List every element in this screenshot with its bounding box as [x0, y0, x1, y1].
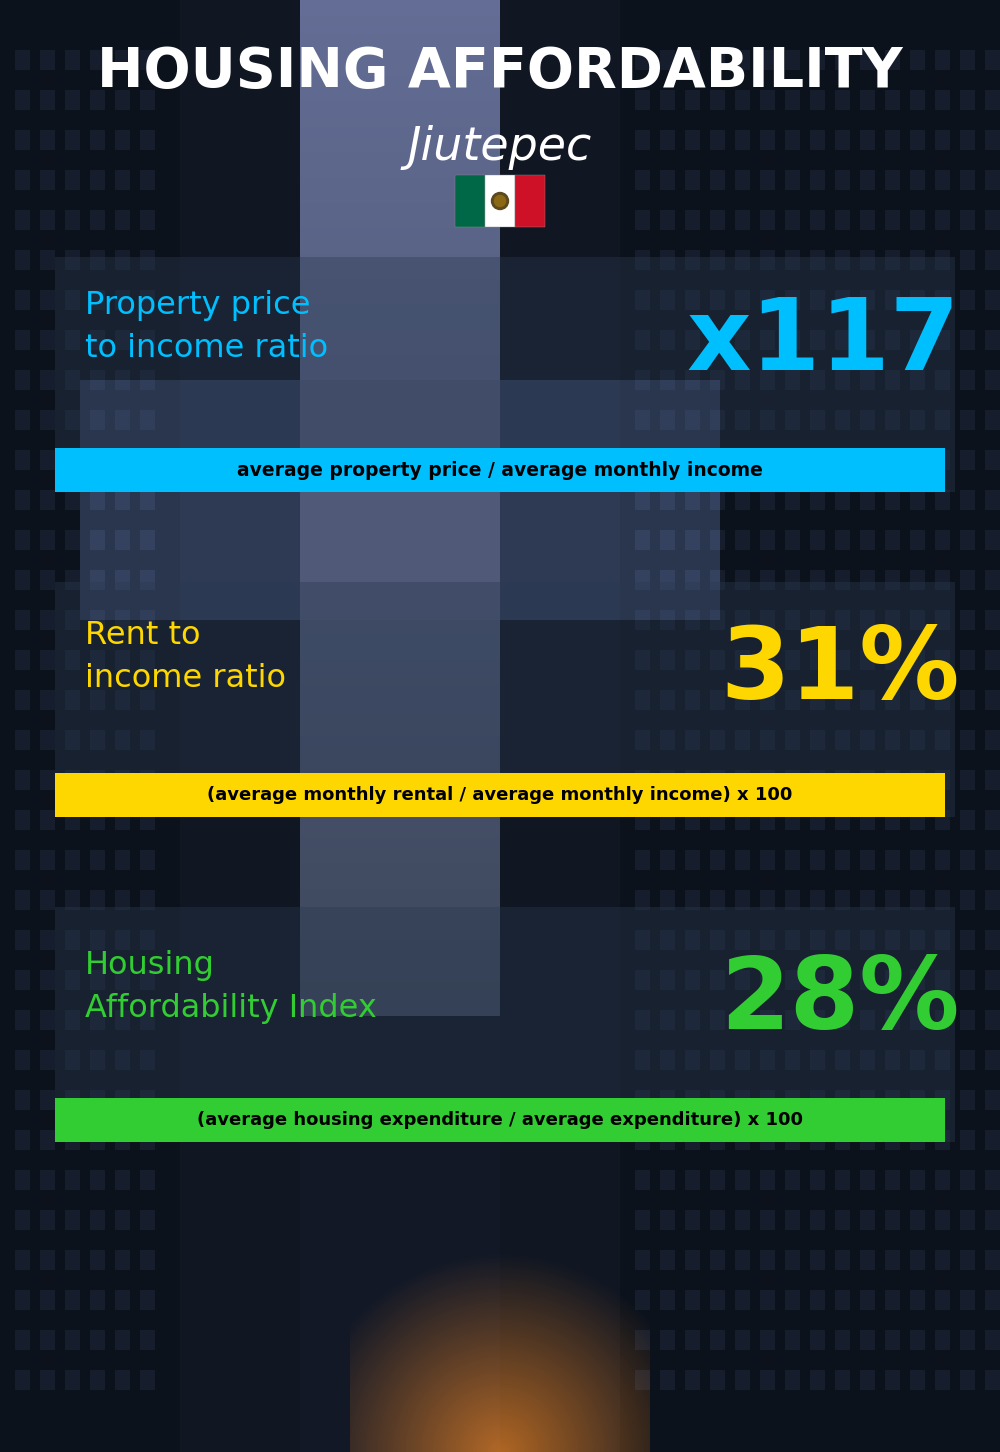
Text: HOUSING AFFORDABILITY: HOUSING AFFORDABILITY [97, 45, 903, 99]
FancyBboxPatch shape [55, 449, 945, 492]
Text: Property price
to income ratio: Property price to income ratio [85, 290, 328, 364]
Text: Housing
Affordability Index: Housing Affordability Index [85, 950, 377, 1024]
Text: (average housing expenditure / average expenditure) x 100: (average housing expenditure / average e… [197, 1111, 803, 1130]
Circle shape [494, 196, 506, 206]
Text: Jiutepec: Jiutepec [408, 125, 592, 170]
FancyBboxPatch shape [55, 582, 955, 817]
Text: 28%: 28% [721, 954, 960, 1050]
Text: x117: x117 [687, 293, 960, 391]
Text: 31%: 31% [721, 623, 960, 720]
FancyBboxPatch shape [55, 257, 955, 492]
FancyBboxPatch shape [515, 176, 545, 227]
Circle shape [492, 193, 509, 209]
Text: Rent to
income ratio: Rent to income ratio [85, 620, 286, 694]
FancyBboxPatch shape [455, 176, 485, 227]
FancyBboxPatch shape [55, 772, 945, 817]
FancyBboxPatch shape [485, 176, 515, 227]
Text: (average monthly rental / average monthly income) x 100: (average monthly rental / average monthl… [207, 786, 793, 804]
FancyBboxPatch shape [55, 908, 955, 1143]
FancyBboxPatch shape [55, 1098, 945, 1143]
Text: average property price / average monthly income: average property price / average monthly… [237, 460, 763, 479]
